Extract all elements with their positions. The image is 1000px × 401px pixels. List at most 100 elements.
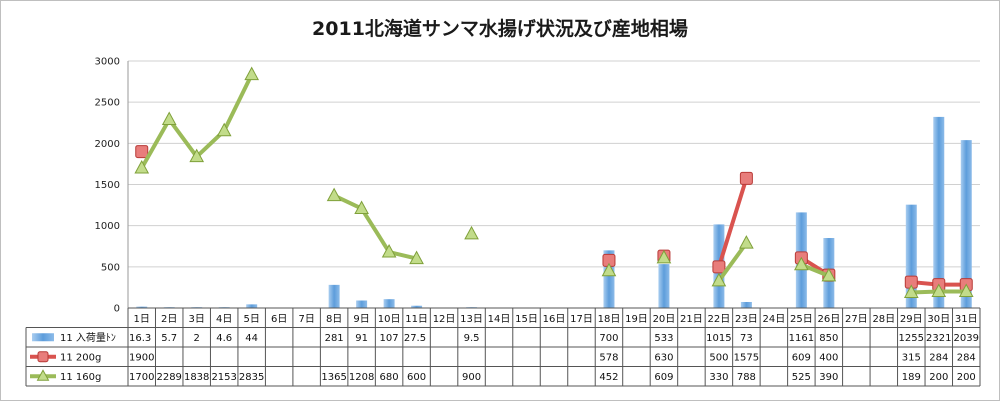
table-cell: 91 bbox=[355, 333, 368, 344]
point-160g-3日 bbox=[189, 148, 205, 163]
bar-9日 bbox=[356, 300, 368, 308]
table-cell: 452 bbox=[599, 372, 618, 383]
table-cell: 400 bbox=[819, 352, 838, 363]
category-label: 22日 bbox=[708, 314, 731, 325]
table-cell: 1900 bbox=[129, 352, 154, 363]
category-label: 17日 bbox=[570, 314, 593, 325]
bar-29日 bbox=[905, 204, 917, 308]
point-160g-5日 bbox=[244, 66, 260, 81]
y-tick-label: 500 bbox=[101, 262, 120, 273]
point-160g-31日 bbox=[958, 283, 974, 298]
category-label: 4日 bbox=[216, 314, 232, 325]
table-cell: 16.3 bbox=[129, 333, 151, 344]
bar-8日 bbox=[328, 284, 340, 308]
bar-1日 bbox=[136, 306, 148, 308]
table-cell: 850 bbox=[819, 333, 838, 344]
category-label: 20日 bbox=[653, 314, 676, 325]
bar-11日 bbox=[411, 305, 423, 308]
y-tick-label: 2000 bbox=[95, 139, 120, 150]
point-160g-23日 bbox=[739, 235, 754, 249]
legend-marker-triangle bbox=[36, 369, 50, 381]
table-cell: 189 bbox=[902, 372, 921, 383]
table-cell: 2 bbox=[194, 333, 200, 344]
table-cell: 533 bbox=[654, 333, 673, 344]
category-label: 25日 bbox=[790, 314, 813, 325]
point-160g-1日 bbox=[134, 159, 150, 174]
legend-label: 11 200g bbox=[60, 352, 101, 363]
table-cell: 2289 bbox=[156, 372, 181, 383]
table-cell: 284 bbox=[957, 352, 976, 363]
category-label: 5日 bbox=[243, 314, 259, 325]
point-200g-22日 bbox=[712, 260, 726, 274]
table-cell: 1015 bbox=[706, 333, 731, 344]
table-cell: 1575 bbox=[734, 352, 759, 363]
category-label: 3日 bbox=[189, 314, 205, 325]
bar-20日 bbox=[658, 264, 670, 308]
point-200g-1日 bbox=[135, 145, 149, 159]
bar-10日 bbox=[383, 299, 395, 308]
category-label: 2日 bbox=[161, 314, 177, 325]
category-label: 15日 bbox=[515, 314, 538, 325]
category-label: 10日 bbox=[378, 314, 401, 325]
y-tick-label: 3000 bbox=[95, 57, 120, 68]
y-tick-label: 1000 bbox=[95, 221, 120, 232]
table-cell: 73 bbox=[740, 333, 753, 344]
category-label: 27日 bbox=[845, 314, 868, 325]
table-cell: 2835 bbox=[239, 372, 264, 383]
category-label: 14日 bbox=[488, 314, 511, 325]
data-table: 1日 2日 3日 4日 5日 6日 7日 8日 9日 10日 11日 12日 13日 14日 15日 16日 1… bbox=[25, 307, 981, 387]
table-cell: 788 bbox=[737, 372, 756, 383]
category-label: 16日 bbox=[543, 314, 566, 325]
bar-18日 bbox=[603, 250, 615, 308]
category-label: 1日 bbox=[134, 314, 150, 325]
point-160g-10日 bbox=[381, 243, 397, 258]
bar-23日 bbox=[740, 301, 752, 308]
category-label: 8日 bbox=[326, 314, 342, 325]
table-cell: 1161 bbox=[789, 333, 814, 344]
category-label: 23日 bbox=[735, 314, 758, 325]
bar-30日 bbox=[933, 116, 945, 309]
category-label: 12日 bbox=[433, 314, 456, 325]
category-label: 28日 bbox=[872, 314, 895, 325]
category-label: 19日 bbox=[625, 314, 648, 325]
category-label: 18日 bbox=[598, 314, 621, 325]
category-label: 24日 bbox=[763, 314, 786, 325]
table-cell: 315 bbox=[902, 352, 921, 363]
legend-label: 11 入荷量ﾄﾝ bbox=[60, 332, 116, 344]
point-160g-20日 bbox=[656, 249, 672, 264]
category-label: 29日 bbox=[900, 314, 923, 325]
point-160g-8日 bbox=[326, 187, 342, 202]
table-cell: 500 bbox=[709, 352, 728, 363]
point-160g-2日 bbox=[161, 111, 177, 126]
category-label: 7日 bbox=[298, 314, 314, 325]
table-cell: 525 bbox=[792, 372, 811, 383]
table-cell: 2321 bbox=[926, 333, 951, 344]
table-cell: 5.7 bbox=[161, 333, 177, 344]
table-cell: 330 bbox=[709, 372, 728, 383]
category-label: 26日 bbox=[817, 314, 840, 325]
point-160g-13日 bbox=[464, 225, 479, 240]
table-cell: 1208 bbox=[349, 372, 374, 383]
table-cell: 700 bbox=[599, 333, 618, 344]
category-label: 11日 bbox=[405, 314, 428, 325]
table-cell: 680 bbox=[380, 372, 399, 383]
point-160g-30日 bbox=[931, 283, 947, 298]
legend-marker-square bbox=[37, 351, 49, 363]
point-160g-25日 bbox=[794, 256, 809, 271]
table-cell: 4.6 bbox=[216, 333, 232, 344]
point-160g-29日 bbox=[903, 284, 919, 298]
point-160g-22日 bbox=[711, 272, 727, 287]
table-cell: 600 bbox=[407, 372, 426, 383]
table-cell: 27.5 bbox=[404, 333, 426, 344]
legend-label: 11 160g bbox=[60, 372, 101, 383]
category-label: 21日 bbox=[680, 314, 703, 325]
table-cell: 390 bbox=[819, 372, 838, 383]
category-label: 9日 bbox=[353, 314, 369, 325]
table-cell: 609 bbox=[654, 372, 673, 383]
y-tick-label: 1500 bbox=[95, 180, 120, 191]
table-cell: 578 bbox=[599, 352, 618, 363]
table-cell: 1255 bbox=[899, 333, 924, 344]
point-200g-23日 bbox=[739, 171, 753, 185]
